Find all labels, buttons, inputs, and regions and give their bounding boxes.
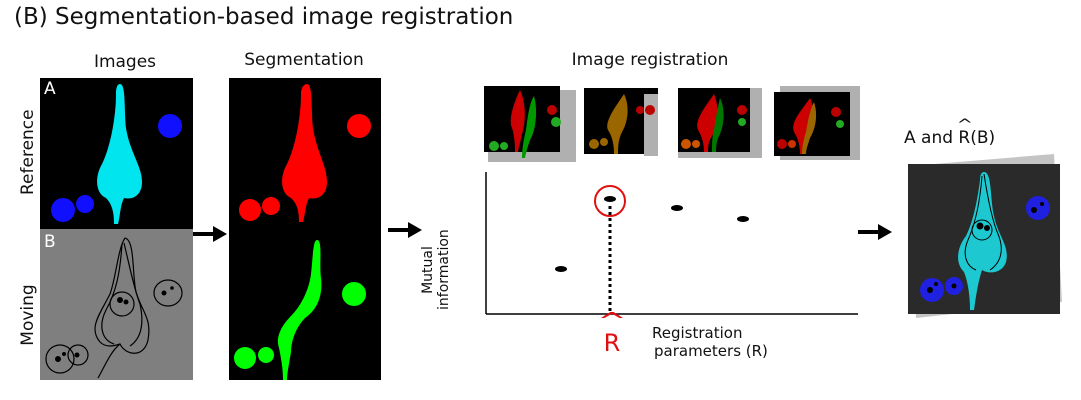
images-column-heading: Images [93,52,157,72]
registered-overlay-panel [908,154,1062,318]
data-point [671,205,683,211]
reference-blob [51,198,75,222]
optimum-symbol: ^ R [597,309,627,357]
registration-thumbnails [484,86,860,162]
segmentation-column-heading: Segmentation [244,50,364,70]
segmented-reference-blob [262,197,280,215]
segmented-reference-blob [347,114,371,138]
registration-thumbnail [678,88,762,158]
registration-column-heading: Image registration [571,50,729,70]
figure-title: (B) Segmentation-based image registratio… [14,4,514,30]
segmented-moving-cell [277,240,322,380]
segmentation-panel [229,78,381,380]
segmented-reference-blob [239,199,261,221]
segmented-reference-cell [282,84,327,222]
registration-thumbnail [484,86,576,162]
optimum-highlight [594,185,626,217]
moving-image [40,229,193,380]
data-point [604,196,616,202]
data-point [555,266,567,272]
reference-blob [158,114,182,138]
registration-thumbnail [774,86,860,160]
arrow-right-icon [858,224,892,240]
arrow-right-icon [388,222,422,238]
segmented-moving-blob [342,282,366,306]
x-axis-label: Registration parameters (R) [652,324,768,360]
images-panel [40,78,193,380]
result-label: A and ^ R(B) [904,117,996,148]
registration-thumbnail [584,88,658,156]
registered-cell [958,172,1007,310]
reference-blob [76,195,94,213]
segmented-moving-blob [258,347,274,363]
data-point [737,216,749,222]
registered-blob [1026,196,1050,220]
mutual-information-plot [485,172,858,315]
moving-panel-letter: B [44,232,56,252]
y-axis-label: Mutual information [420,229,452,310]
segmented-moving-blob [234,347,256,369]
moving-row-label: Moving [18,284,38,346]
reference-cell [97,84,142,224]
arrow-right-icon [193,226,227,242]
reference-panel-letter: A [44,79,56,99]
reference-row-label: Reference [18,109,38,195]
